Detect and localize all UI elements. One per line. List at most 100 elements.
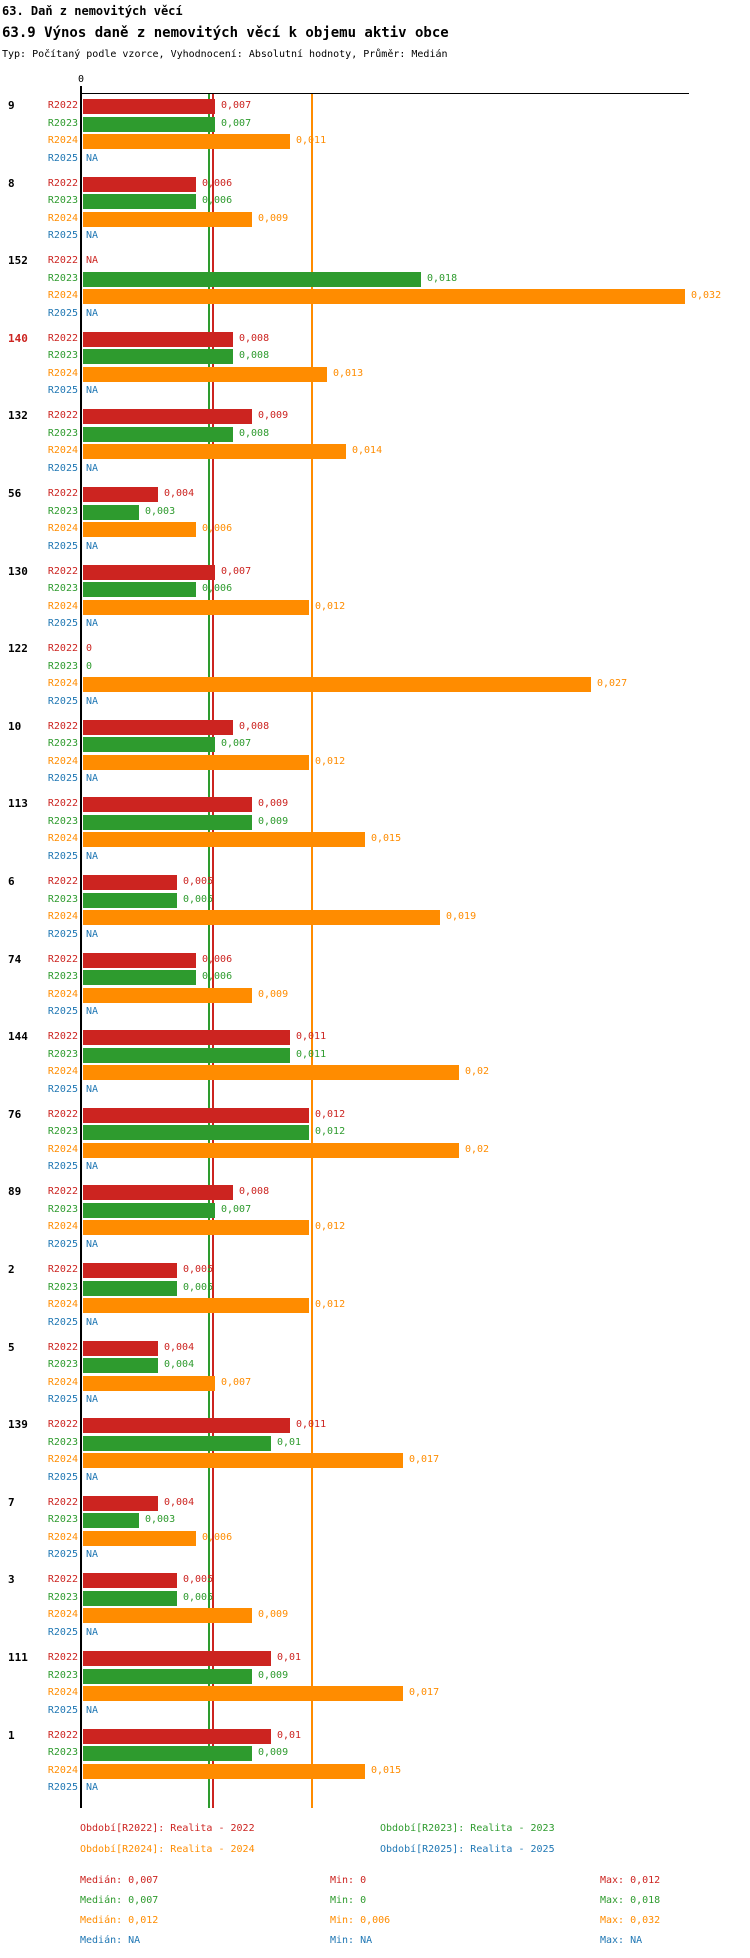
value-label: 0,012 — [315, 1221, 346, 1232]
series-label-r2023: R2023 — [47, 1592, 78, 1603]
value-bar — [83, 1281, 177, 1296]
value-label: 0,013 — [333, 368, 364, 379]
value-label: 0,011 — [296, 135, 327, 146]
value-bar — [83, 1531, 196, 1546]
series-label-r2024: R2024 — [47, 911, 78, 922]
series-label-r2025: R2025 — [47, 463, 78, 474]
value-bar — [83, 815, 252, 830]
series-label-r2025: R2025 — [47, 1394, 78, 1405]
value-bar — [83, 953, 196, 968]
series-label-r2024: R2024 — [47, 1066, 78, 1077]
value-bar — [83, 212, 252, 227]
value-bar — [83, 427, 233, 442]
series-label-r2022: R2022 — [47, 410, 78, 421]
value-bar — [83, 1048, 290, 1063]
group-label: 2 — [8, 1263, 15, 1276]
value-bar — [83, 1358, 158, 1373]
series-label-r2022: R2022 — [47, 643, 78, 654]
series-label-r2022: R2022 — [47, 566, 78, 577]
value-label: 0,007 — [221, 566, 252, 577]
series-label-r2023: R2023 — [47, 1670, 78, 1681]
value-label: 0,004 — [164, 1359, 195, 1370]
series-label-r2022: R2022 — [47, 100, 78, 111]
value-label: 0,015 — [371, 1765, 402, 1776]
group-label: 3 — [8, 1573, 15, 1586]
na-label: NA — [86, 1006, 99, 1017]
series-label-r2024: R2024 — [47, 1299, 78, 1310]
series-label-r2023: R2023 — [47, 1514, 78, 1525]
series-label-r2024: R2024 — [47, 1532, 78, 1543]
value-label: 0,006 — [202, 523, 233, 534]
stat-max-r2024: Max: 0,032 — [600, 1915, 661, 1926]
value-bar — [83, 1203, 215, 1218]
series-label-r2025: R2025 — [47, 385, 78, 396]
value-bar — [83, 349, 233, 364]
value-label: 0,032 — [691, 290, 722, 301]
value-label: 0,012 — [315, 601, 346, 612]
series-label-r2023: R2023 — [47, 350, 78, 361]
series-label-r2023: R2023 — [47, 894, 78, 905]
y-axis-line — [80, 86, 82, 1808]
series-label-r2025: R2025 — [47, 1239, 78, 1250]
value-label: 0,005 — [183, 1282, 214, 1293]
value-bar — [83, 522, 196, 537]
series-label-r2024: R2024 — [47, 290, 78, 301]
legend-item-r2023: Období[R2023]: Realita - 2023 — [380, 1823, 555, 1834]
value-label: 0,012 — [315, 1109, 346, 1120]
value-label: 0,005 — [183, 876, 214, 887]
series-label-r2024: R2024 — [47, 523, 78, 534]
value-label: 0,009 — [258, 1670, 289, 1681]
na-label: NA — [86, 1627, 99, 1638]
value-bar — [83, 1573, 177, 1588]
value-label: 0,007 — [221, 738, 252, 749]
stat-median-r2025: Medián: NA — [80, 1935, 141, 1946]
stat-median-r2022: Medián: 0,007 — [80, 1875, 159, 1886]
series-label-r2025: R2025 — [47, 1782, 78, 1793]
na-label: NA — [86, 1161, 99, 1172]
group-label: 5 — [8, 1341, 15, 1354]
na-label: NA — [86, 1705, 99, 1716]
value-label: 0,005 — [183, 1574, 214, 1585]
series-label-r2023: R2023 — [47, 1437, 78, 1448]
value-bar — [83, 272, 421, 287]
zero-value-label: 0 — [86, 643, 93, 654]
value-bar — [83, 1764, 365, 1779]
na-label: NA — [86, 929, 99, 940]
series-label-r2022: R2022 — [47, 1264, 78, 1275]
group-label: 7 — [8, 1496, 15, 1509]
value-label: 0,007 — [221, 1377, 252, 1388]
na-label: NA — [86, 1782, 99, 1793]
value-label: 0,012 — [315, 1299, 346, 1310]
value-bar — [83, 737, 215, 752]
value-label: 0,003 — [145, 506, 176, 517]
value-bar — [83, 1030, 290, 1045]
value-label: 0,007 — [221, 1204, 252, 1215]
series-label-r2022: R2022 — [47, 721, 78, 732]
value-label: 0,006 — [202, 971, 233, 982]
value-label: 0,008 — [239, 350, 270, 361]
value-label: 0,007 — [221, 100, 252, 111]
series-label-r2023: R2023 — [47, 506, 78, 517]
value-label: 0,005 — [183, 894, 214, 905]
group-label: 132 — [8, 409, 28, 422]
series-label-r2022: R2022 — [47, 1342, 78, 1353]
value-bar — [83, 409, 252, 424]
series-label-r2024: R2024 — [47, 213, 78, 224]
value-label: 0,003 — [145, 1514, 176, 1525]
na-label: NA — [86, 1394, 99, 1405]
series-label-r2025: R2025 — [47, 1317, 78, 1328]
series-label-r2022: R2022 — [47, 1419, 78, 1430]
value-label: 0,02 — [465, 1066, 490, 1077]
value-label: 0,004 — [164, 1342, 195, 1353]
value-label: 0,01 — [277, 1437, 302, 1448]
series-label-r2022: R2022 — [47, 1186, 78, 1197]
na-label: NA — [86, 618, 99, 629]
value-bar — [83, 1608, 252, 1623]
series-label-r2023: R2023 — [47, 583, 78, 594]
value-label: 0,01 — [277, 1652, 302, 1663]
value-label: 0,011 — [296, 1031, 327, 1042]
series-label-r2023: R2023 — [47, 816, 78, 827]
series-label-r2024: R2024 — [47, 756, 78, 767]
value-bar — [83, 875, 177, 890]
value-bar — [83, 1263, 177, 1278]
